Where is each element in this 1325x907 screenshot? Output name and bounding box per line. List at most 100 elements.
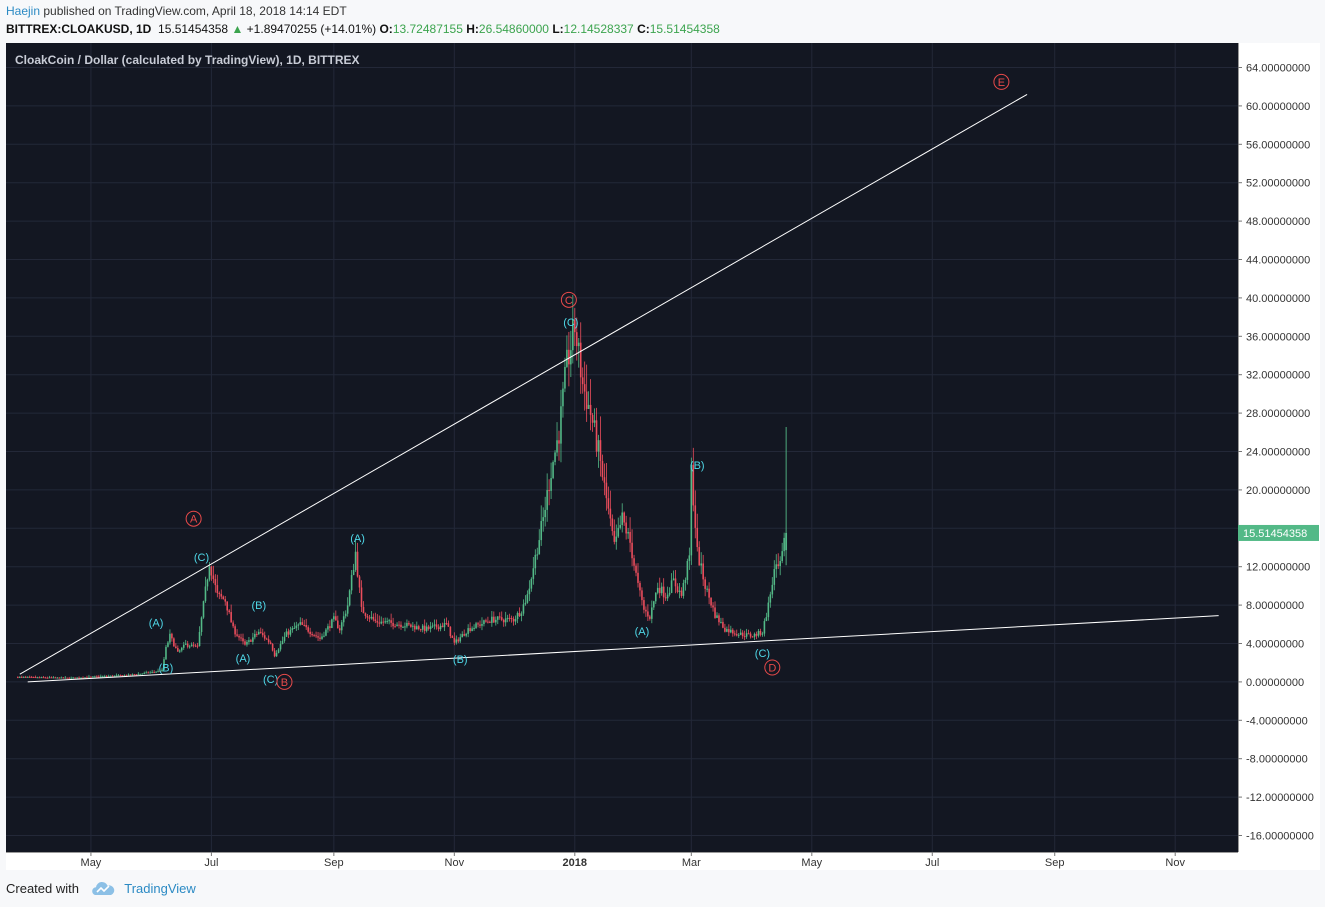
candle-body: [137, 673, 140, 675]
candle-body: [522, 604, 525, 614]
candle-body: [232, 622, 234, 627]
open-label: O:: [379, 22, 393, 36]
open-value: 13.72487155: [392, 22, 463, 36]
candle-body: [637, 572, 639, 583]
candle-body: [163, 659, 165, 670]
candle-body: [390, 620, 392, 623]
plot-area: [6, 43, 1238, 852]
candle-body: [265, 638, 268, 640]
candle-body: [208, 566, 211, 580]
y-tick-label: 40.00000000: [1246, 293, 1310, 305]
candle-body: [427, 626, 430, 629]
candle-body: [376, 621, 379, 623]
low-value: 12.14528337: [563, 22, 634, 36]
y-tick-label: 32.00000000: [1246, 370, 1310, 382]
candle-body: [113, 675, 116, 677]
candle-body: [631, 542, 633, 559]
high-label: H:: [466, 22, 479, 36]
candle-body: [720, 621, 722, 623]
candle-body: [765, 617, 768, 622]
candle-body: [508, 617, 511, 619]
candle-body: [481, 624, 483, 626]
candle-body: [722, 621, 724, 628]
candle-body: [751, 636, 754, 638]
wave-label: (C): [755, 648, 770, 660]
candle-body: [540, 521, 543, 541]
candle-body: [354, 551, 357, 571]
x-tick-label: 2018: [563, 857, 587, 869]
candle-body: [177, 648, 179, 652]
candle-body: [680, 590, 683, 596]
candle-body: [512, 618, 515, 622]
wave-label-circle-C: C: [560, 291, 577, 308]
last-price-tag: [1238, 524, 1319, 541]
candle-body: [710, 597, 712, 606]
candle-body: [42, 677, 45, 679]
candle-body: [611, 518, 614, 532]
last-price-tag-label: 15.51454358: [1243, 528, 1307, 540]
candle-body: [92, 676, 94, 678]
wave-circle: [276, 673, 293, 690]
candle-body: [676, 586, 679, 592]
candle-body: [593, 420, 596, 423]
candle-body: [463, 634, 465, 636]
symbol-label: BITTREX:CLOAKUSD, 1D: [6, 22, 152, 36]
candle-body: [252, 637, 254, 642]
chart-container[interactable]: 64.00000000 60.00000000 56.00000000 52.0000…: [6, 43, 1320, 870]
candle-body: [471, 628, 473, 632]
candle-body: [633, 558, 635, 566]
candle-body: [645, 609, 647, 612]
candle-body: [368, 617, 371, 619]
candle-body: [382, 621, 385, 623]
candle-body: [530, 578, 533, 589]
candle-body: [301, 622, 304, 625]
candle-body: [325, 629, 327, 636]
candle-body: [309, 631, 311, 634]
wave-label-text: B: [281, 677, 288, 689]
candle-body: [485, 620, 487, 622]
trendline-2: [27, 615, 1219, 683]
candle-body: [560, 406, 562, 444]
candle-body: [433, 624, 436, 626]
price-chart[interactable]: 64.00000000 60.00000000 56.00000000 52.0000…: [6, 43, 1320, 870]
candle-body: [244, 641, 246, 645]
candle-body: [617, 527, 620, 537]
close-value: 15.51454358: [649, 22, 720, 36]
candle-body: [52, 677, 55, 679]
candle-body: [694, 505, 697, 528]
candle-body: [556, 440, 558, 453]
y-tick-label: 4.00000000: [1246, 639, 1304, 651]
candle-body: [429, 626, 432, 629]
author-link[interactable]: Haejin: [6, 4, 41, 18]
candle-body: [285, 631, 288, 637]
symbol-info: BITTREX:CLOAKUSD, 1D 15.51454358 ▲ +1.89…: [6, 22, 720, 36]
candle-body: [672, 578, 675, 581]
candle-body: [690, 464, 693, 556]
candle-body: [54, 677, 57, 679]
published-text: published on TradingView.com, April 18, …: [40, 4, 347, 18]
candle-body: [348, 590, 351, 606]
candle-body: [745, 633, 748, 637]
candle-body: [157, 670, 159, 672]
wave-label: (B): [251, 600, 266, 612]
tradingview-link[interactable]: TradingView: [124, 881, 196, 896]
candle-body: [317, 636, 319, 638]
candle-body: [625, 522, 627, 534]
candle-body: [143, 672, 146, 674]
candle-body: [212, 575, 215, 580]
candle-body: [50, 677, 53, 679]
candle-body: [392, 622, 394, 627]
candle-body: [28, 676, 31, 678]
candle-body: [291, 628, 294, 630]
candle-body: [704, 579, 706, 589]
candle-body: [64, 677, 67, 679]
candle-body: [781, 551, 783, 562]
candle-body: [469, 628, 471, 632]
candle-body: [186, 643, 189, 647]
candle-body: [735, 634, 738, 636]
x-tick-label: Mar: [682, 857, 701, 869]
wave-label-text: A: [190, 514, 198, 526]
candle-body: [479, 624, 481, 626]
x-tick-label: May: [801, 857, 822, 869]
candle-body: [125, 675, 128, 677]
